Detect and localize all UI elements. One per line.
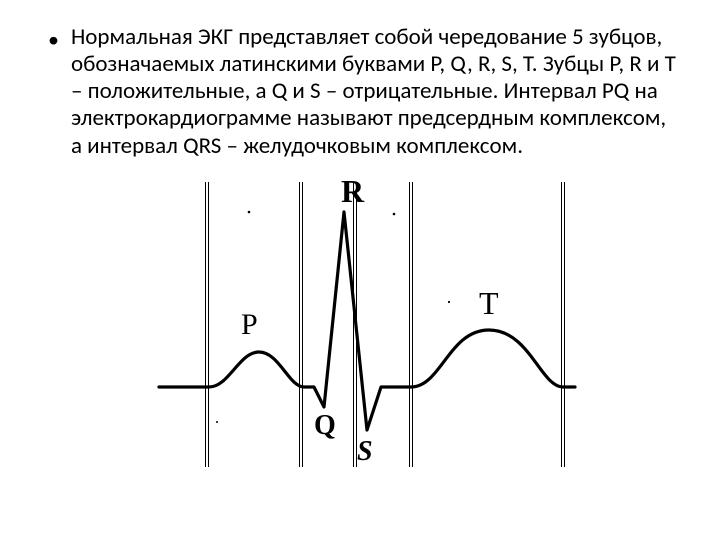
ecg-diagram: P R QS T [149, 172, 579, 472]
body-paragraph: Нормальная ЭКГ представляет собой чередо… [71, 24, 680, 160]
slide: • Нормальная ЭКГ представляет собой чере… [0, 0, 720, 540]
ecg-background [149, 172, 579, 472]
bullet-dot-icon: • [48, 26, 59, 54]
scan-speck-3 [216, 421, 218, 423]
ecg-label-S: S [357, 436, 373, 467]
scan-speck-0 [248, 210, 251, 213]
ecg-label-P: P [241, 308, 258, 341]
scan-speck-1 [393, 212, 396, 215]
scan-speck-2 [448, 301, 450, 303]
ecg-label-Q: Q [314, 410, 336, 441]
ecg-label-R: R [341, 173, 365, 209]
ecg-figure: P R QS T [48, 172, 680, 472]
ecg-label-T: T [479, 285, 499, 321]
bullet-item: • Нормальная ЭКГ представляет собой чере… [48, 24, 680, 160]
